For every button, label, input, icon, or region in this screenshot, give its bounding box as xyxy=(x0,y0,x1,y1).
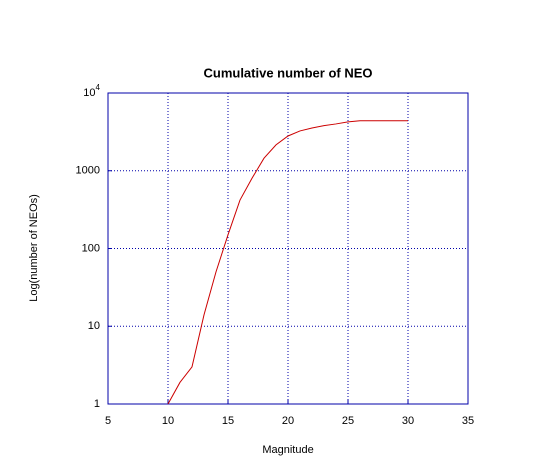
x-tick-label: 5 xyxy=(105,415,111,427)
x-axis-label: Magnitude xyxy=(262,444,313,456)
x-tick-label: 10 xyxy=(162,415,174,427)
plot-frame xyxy=(107,92,469,405)
y-axis-label: Log(number of NEOs) xyxy=(28,194,40,302)
y-tick-base: 10 xyxy=(83,87,95,99)
chart-title: Cumulative number of NEO xyxy=(203,65,372,80)
x-tick-label: 35 xyxy=(462,415,474,427)
x-tick-label: 25 xyxy=(342,415,354,427)
y-tick-label: 1 xyxy=(94,398,100,410)
y-tick-label: 100 xyxy=(82,242,100,254)
y-tick-label: 1000 xyxy=(76,165,100,177)
y-tick-label: 10 xyxy=(88,320,100,332)
x-tick-label: 15 xyxy=(222,415,234,427)
data-line xyxy=(167,120,408,405)
y-tick-label: 104 xyxy=(83,83,100,99)
x-tick-label: 20 xyxy=(282,415,294,427)
y-tick-exponent: 4 xyxy=(96,83,101,92)
x-tick-label: 30 xyxy=(402,415,414,427)
